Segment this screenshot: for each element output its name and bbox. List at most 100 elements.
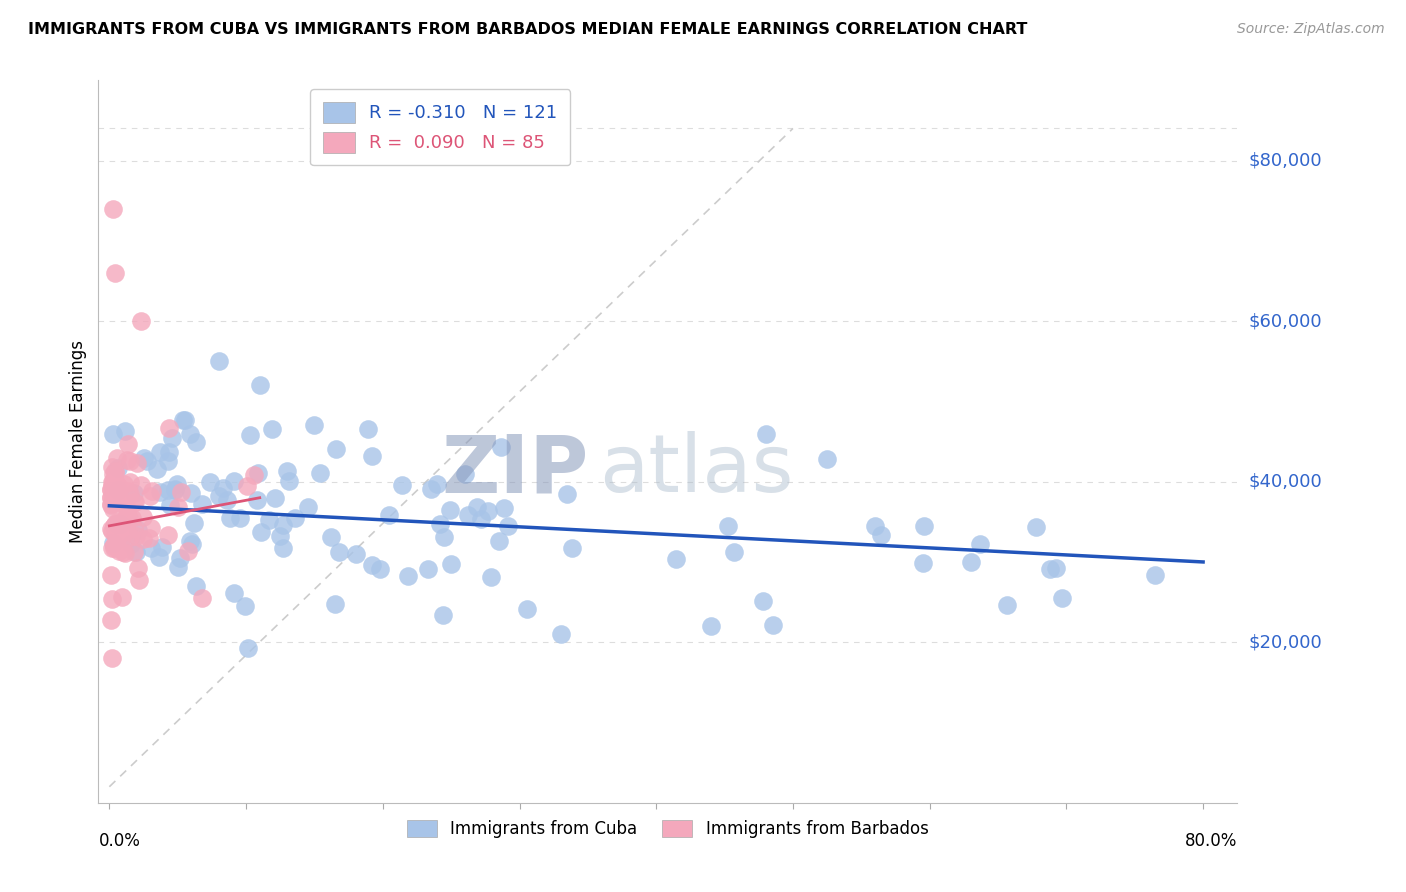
Point [211, 481, 233, 495]
Point [108, 480, 131, 494]
Point [815, 451, 838, 466]
Point [148, 550, 170, 565]
Point [219, 511, 242, 525]
Point [115, 499, 138, 513]
Point [250, 525, 273, 540]
Point [101, 475, 124, 489]
Point [361, 558, 384, 572]
Point [246, 493, 269, 508]
Point [104, 464, 127, 478]
Point [114, 524, 136, 539]
Point [107, 483, 129, 497]
Point [180, 537, 202, 551]
Point [101, 459, 124, 474]
Point [457, 508, 479, 522]
Point [208, 489, 231, 503]
Point [247, 466, 270, 480]
Point [103, 539, 125, 553]
Point [108, 490, 131, 504]
Point [107, 533, 129, 547]
Point [912, 519, 935, 533]
Point [665, 552, 688, 566]
Point [162, 431, 184, 445]
Point [132, 509, 155, 524]
Point [276, 464, 298, 478]
Point [104, 266, 127, 280]
Text: $60,000: $60,000 [1249, 312, 1322, 330]
Point [103, 519, 125, 533]
Point [114, 424, 136, 438]
Point [124, 495, 146, 509]
Point [1038, 562, 1060, 576]
Point [111, 590, 134, 604]
Point [101, 541, 124, 555]
Point [180, 485, 202, 500]
Point [1025, 520, 1047, 534]
Point [494, 500, 516, 515]
Point [489, 440, 512, 454]
Point [420, 482, 443, 496]
Point [135, 454, 157, 468]
Point [432, 607, 454, 622]
Point [391, 477, 413, 491]
Point [114, 546, 136, 560]
Point [105, 517, 128, 532]
Point [969, 537, 991, 551]
Point [139, 541, 162, 555]
Legend: Immigrants from Cuba, Immigrants from Barbados: Immigrants from Cuba, Immigrants from Ba… [401, 814, 935, 845]
Point [103, 541, 125, 555]
Point [101, 502, 124, 516]
Point [165, 483, 187, 497]
Point [103, 202, 125, 216]
Point [139, 490, 162, 504]
Point [357, 422, 380, 436]
Point [107, 528, 129, 542]
Point [104, 526, 127, 541]
Point [169, 550, 191, 565]
Point [284, 511, 307, 525]
Point [222, 474, 245, 488]
Point [115, 453, 138, 467]
Point [191, 498, 214, 512]
Point [723, 545, 745, 559]
Y-axis label: Median Female Earnings: Median Female Earnings [69, 340, 87, 543]
Point [166, 477, 188, 491]
Point [243, 468, 266, 483]
Point [110, 494, 132, 508]
Point [550, 627, 572, 641]
Point [115, 519, 138, 533]
Point [323, 597, 346, 611]
Point [127, 561, 149, 575]
Point [190, 591, 212, 605]
Point [751, 594, 773, 608]
Text: $20,000: $20,000 [1249, 633, 1322, 651]
Point [105, 515, 128, 529]
Point [496, 519, 519, 533]
Point [184, 434, 207, 449]
Point [762, 618, 785, 632]
Text: IMMIGRANTS FROM CUBA VS IMMIGRANTS FROM BARBADOS MEDIAN FEMALE EARNINGS CORRELAT: IMMIGRANTS FROM CUBA VS IMMIGRANTS FROM … [28, 22, 1028, 37]
Point [264, 491, 287, 506]
Text: atlas: atlas [599, 432, 794, 509]
Point [262, 422, 284, 436]
Point [870, 528, 893, 542]
Point [271, 541, 294, 556]
Point [146, 462, 169, 476]
Point [122, 545, 145, 559]
Point [236, 479, 259, 493]
Point [103, 495, 125, 509]
Point [105, 482, 128, 496]
Point [172, 413, 194, 427]
Point [167, 559, 190, 574]
Point [117, 437, 139, 451]
Point [104, 466, 127, 480]
Point [465, 500, 488, 514]
Point [120, 536, 142, 550]
Point [157, 421, 180, 435]
Point [960, 555, 983, 569]
Point [117, 483, 139, 498]
Point [439, 503, 461, 517]
Text: 80.0%: 80.0% [1185, 831, 1237, 850]
Point [103, 491, 125, 505]
Point [115, 503, 138, 517]
